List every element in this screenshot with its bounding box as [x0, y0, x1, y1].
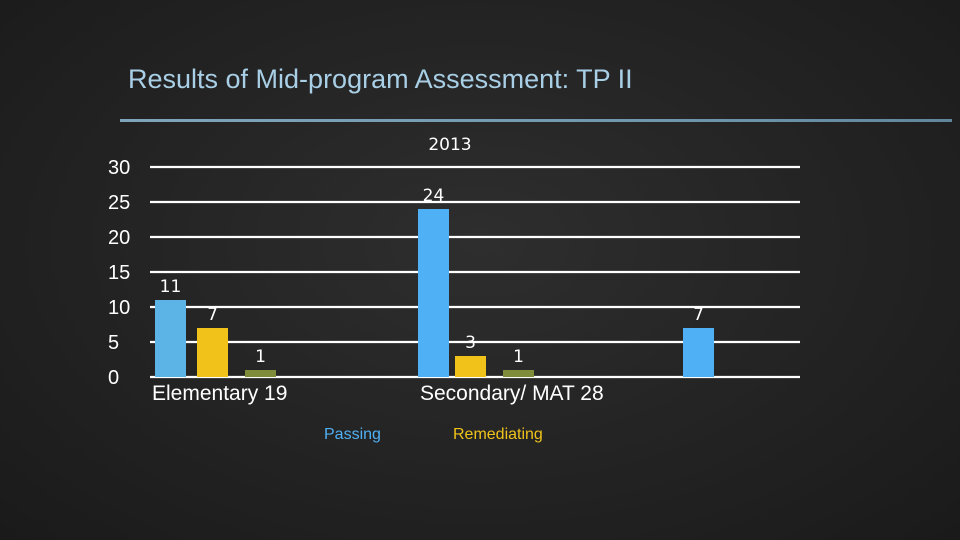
category-label: Secondary/ MAT 28 — [420, 382, 604, 405]
bar — [503, 370, 534, 377]
data-label: 24 — [423, 186, 445, 206]
y-tick-label: 0 — [108, 367, 119, 389]
bar — [455, 356, 486, 377]
y-tick-label: 10 — [108, 297, 130, 319]
y-tick-label: 30 — [108, 157, 130, 179]
data-labels: 11 7 1 24 3 1 7 — [160, 186, 704, 367]
title-underline — [120, 119, 952, 122]
category-labels: Elementary 19 Secondary/ MAT 28 — [152, 382, 604, 405]
y-tick-label: 15 — [108, 262, 130, 284]
bar — [683, 328, 714, 377]
bar — [197, 328, 228, 377]
legend: Passing Remediating — [324, 426, 543, 443]
bar — [245, 370, 276, 377]
data-label: 1 — [255, 347, 266, 367]
slide-title: Results of Mid-program Assessment: TP II — [128, 64, 633, 94]
y-tick-label: 20 — [108, 227, 130, 249]
chart-title: 2013 — [428, 135, 471, 155]
y-tick-label: 5 — [108, 332, 119, 354]
y-axis-ticks: 30 25 20 15 10 5 0 — [108, 157, 130, 389]
data-label: 7 — [693, 305, 704, 325]
category-label: Elementary 19 — [152, 382, 287, 405]
bar — [418, 209, 449, 377]
legend-item: Passing — [324, 426, 381, 443]
bars — [155, 209, 714, 377]
y-tick-label: 25 — [108, 192, 130, 214]
data-label: 11 — [160, 277, 182, 297]
data-label: 1 — [513, 347, 524, 367]
bar — [155, 300, 186, 377]
data-label: 3 — [465, 333, 476, 353]
legend-item: Remediating — [453, 426, 543, 443]
data-label: 7 — [207, 305, 218, 325]
